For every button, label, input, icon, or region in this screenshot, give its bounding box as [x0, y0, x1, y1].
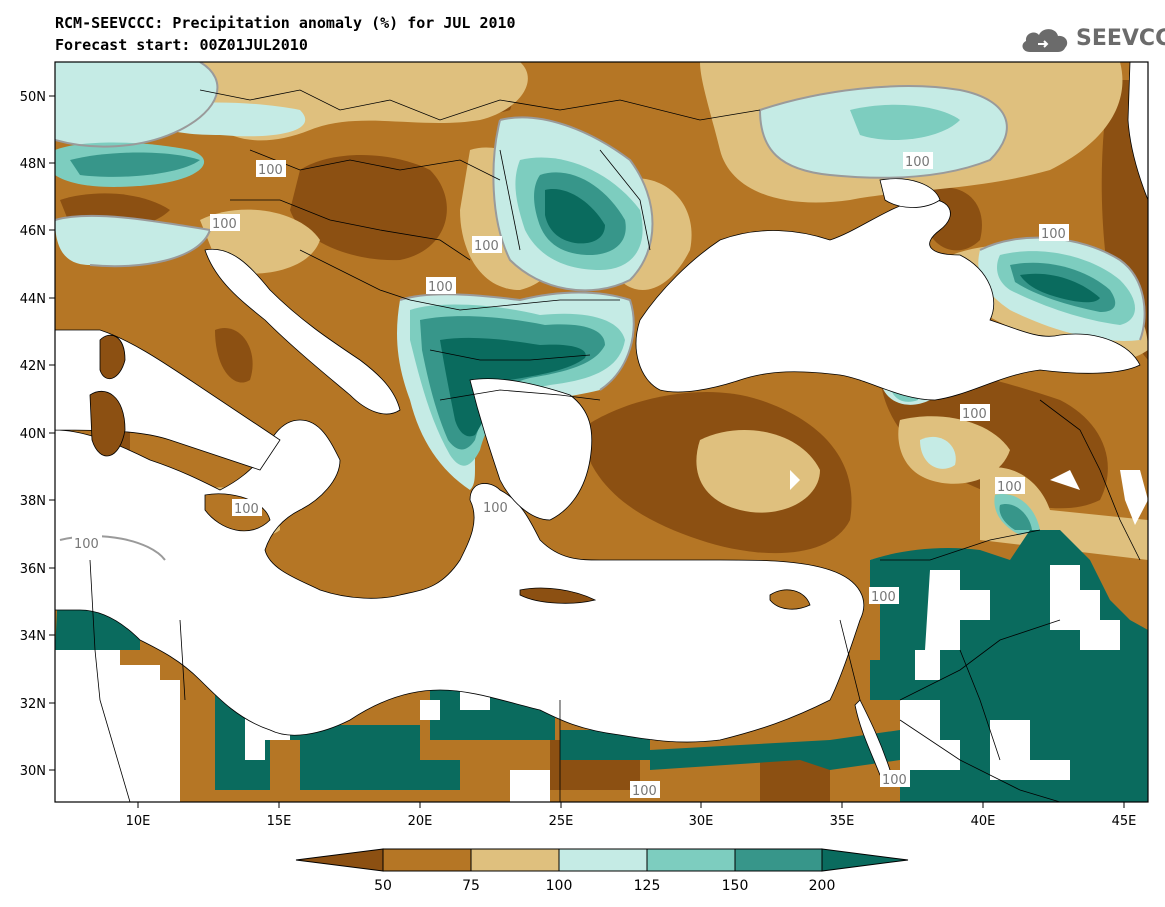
country-borders	[89, 89, 1141, 802]
map-field: 100 100 100 100 100 100 100 100 100 100 …	[55, 62, 1148, 802]
contour-label: 100	[882, 773, 907, 788]
lat-label: 40N	[20, 427, 46, 442]
colorbar-tick: 150	[722, 878, 749, 894]
lat-label: 48N	[20, 157, 46, 172]
lat-labels: 50N 48N 46N 44N 42N 40N 38N 36N 34N 32N …	[20, 90, 46, 779]
colorbar-bin-50-75	[382, 848, 472, 872]
lat-label: 46N	[20, 224, 46, 239]
lat-label: 42N	[20, 359, 46, 374]
lon-label: 30E	[689, 814, 714, 829]
contour-label: 100	[905, 155, 930, 170]
lon-labels: 10E 15E 20E 25E 30E 35E 40E 45E	[126, 814, 1137, 829]
contour-label: 100	[74, 537, 99, 552]
lon-label: 15E	[267, 814, 292, 829]
lat-axis	[49, 95, 55, 771]
colorbar-bin-100-125	[558, 848, 648, 872]
colorbar	[295, 848, 909, 872]
lat-label: 50N	[20, 90, 46, 105]
lat-label: 36N	[20, 562, 46, 577]
contour-label: 100	[871, 590, 896, 605]
cloud-icon	[1022, 29, 1068, 52]
colorbar-tick: 125	[634, 878, 661, 894]
colorbar-bin-150-200	[734, 848, 823, 872]
lon-label: 40E	[971, 814, 996, 829]
seevccc-logo: SEEVCCC	[1018, 22, 1165, 58]
logo-text: SEEVCCC	[1076, 26, 1165, 51]
contour-label: 100	[474, 239, 499, 254]
contour-labels: 100 100 100 100 100 100 100 100 100 100 …	[72, 152, 1069, 799]
contour-label: 100	[428, 280, 453, 295]
lat-label: 44N	[20, 292, 46, 307]
contour-label: 100	[962, 407, 987, 422]
colorbar-tick: 50	[374, 878, 392, 894]
colorbar-tick: 75	[462, 878, 480, 894]
contour-label: 100	[997, 480, 1022, 495]
colorbar-bin-75-100	[470, 848, 560, 872]
colorbar-tick: 200	[809, 878, 836, 894]
lat-label: 34N	[20, 629, 46, 644]
lat-label: 38N	[20, 494, 46, 509]
map-title: RCM-SEEVCCC: Precipitation anomaly (%) f…	[55, 14, 516, 32]
contour-label: 100	[1041, 227, 1066, 242]
lon-label: 35E	[830, 814, 855, 829]
map-frame	[54, 61, 1149, 803]
lon-axis	[137, 802, 1125, 808]
colorbar-bin-below-50	[295, 848, 384, 872]
lat-label: 32N	[20, 697, 46, 712]
contour-100-lines	[55, 62, 1146, 561]
colorbar-labels: 50 75 100 125 150 200	[374, 878, 835, 894]
lon-label: 25E	[549, 814, 574, 829]
colorbar-bin-125-150	[646, 848, 736, 872]
contour-label: 100	[212, 217, 237, 232]
lon-label: 45E	[1112, 814, 1137, 829]
colorbar-tick: 100	[546, 878, 573, 894]
contour-label: 100	[483, 501, 508, 516]
contour-label: 100	[234, 502, 259, 517]
contour-label: 100	[632, 784, 657, 799]
forecast-start: Forecast start: 00Z01JUL2010	[55, 36, 308, 54]
lat-label: 30N	[20, 764, 46, 779]
colorbar-bin-above-200	[821, 848, 909, 872]
contour-label: 100	[258, 163, 283, 178]
lon-label: 20E	[408, 814, 433, 829]
lon-label: 10E	[126, 814, 151, 829]
